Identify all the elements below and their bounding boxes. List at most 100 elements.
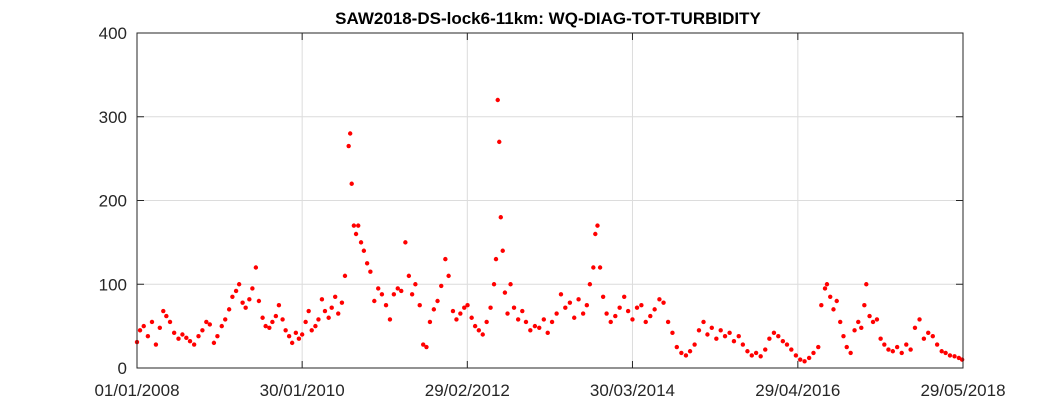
data-point — [399, 288, 404, 294]
y-tick-label: 100 — [99, 275, 127, 294]
data-point — [952, 354, 957, 359]
data-point — [250, 286, 255, 291]
data-point — [593, 231, 598, 237]
data-point — [819, 302, 824, 308]
data-point — [495, 97, 500, 103]
y-tick-label: 0 — [118, 359, 127, 378]
data-point — [439, 283, 444, 289]
data-point — [722, 333, 728, 339]
data-point — [180, 332, 185, 337]
data-point — [299, 332, 305, 337]
data-point — [634, 305, 640, 310]
data-points — [134, 97, 965, 364]
data-point — [844, 344, 849, 350]
data-point — [207, 322, 212, 327]
data-point — [431, 307, 437, 312]
data-point — [342, 273, 348, 279]
data-point — [379, 292, 385, 297]
data-point — [187, 339, 193, 344]
data-point — [462, 305, 467, 310]
data-point — [356, 223, 361, 228]
data-point — [874, 317, 880, 322]
data-point — [630, 317, 635, 322]
data-point — [515, 317, 521, 322]
y-tick-label: 200 — [99, 192, 127, 211]
data-point — [153, 342, 159, 347]
data-point — [758, 354, 763, 359]
x-tick-label: 30/03/2014 — [590, 381, 675, 400]
data-point — [211, 340, 217, 346]
data-point — [714, 336, 719, 341]
data-point — [558, 292, 564, 297]
data-point — [816, 344, 821, 350]
data-point — [767, 336, 772, 341]
data-point — [878, 336, 883, 341]
data-point — [648, 313, 653, 319]
data-point — [145, 333, 151, 339]
data-point — [476, 328, 482, 333]
data-point — [692, 342, 697, 347]
data-point — [368, 269, 373, 274]
data-point — [480, 332, 485, 337]
data-point — [450, 308, 456, 314]
data-point — [240, 300, 245, 305]
data-point — [149, 319, 155, 325]
data-point — [364, 261, 370, 266]
data-point — [921, 336, 927, 341]
data-point — [852, 328, 857, 333]
data-point — [745, 349, 750, 354]
data-point — [233, 288, 239, 294]
data-point — [917, 317, 922, 322]
data-point — [595, 223, 600, 228]
data-point — [263, 323, 268, 329]
data-point — [361, 248, 367, 253]
data-point — [567, 300, 573, 305]
data-point — [912, 325, 918, 330]
data-point — [339, 300, 345, 305]
data-point — [701, 319, 706, 325]
data-point — [576, 297, 581, 302]
data-point — [358, 240, 364, 245]
data-point — [332, 294, 338, 300]
data-point — [319, 297, 325, 302]
data-point — [256, 298, 262, 304]
data-point — [406, 273, 412, 279]
x-tick-label: 29/02/2012 — [425, 381, 510, 400]
data-point — [296, 336, 302, 341]
data-point — [959, 357, 965, 362]
data-point — [674, 344, 679, 350]
data-point — [679, 350, 684, 356]
data-point — [409, 292, 415, 297]
data-point — [303, 319, 308, 325]
data-point — [572, 315, 577, 320]
data-point — [597, 265, 603, 270]
data-point — [313, 323, 318, 329]
data-point — [545, 330, 550, 336]
data-point — [247, 297, 252, 302]
data-point — [236, 282, 242, 287]
data-point — [498, 215, 503, 220]
data-point — [270, 319, 275, 325]
data-point — [184, 335, 189, 341]
data-point — [625, 308, 631, 314]
data-point — [497, 139, 502, 145]
data-point — [862, 302, 867, 308]
data-point — [347, 131, 353, 136]
data-point — [886, 347, 891, 352]
data-point — [806, 355, 812, 361]
data-point — [351, 223, 357, 228]
data-point — [563, 305, 568, 310]
data-point — [789, 347, 794, 352]
data-point — [376, 286, 381, 291]
chart-title: SAW2018-DS-lock6-11km: WQ-DIAG-TOT-TURBI… — [335, 9, 761, 28]
data-point — [391, 292, 397, 297]
data-point — [828, 294, 833, 300]
data-point — [904, 342, 909, 347]
data-point — [493, 256, 499, 262]
x-tick-label: 01/01/2008 — [94, 381, 179, 400]
data-point — [488, 305, 493, 310]
data-point — [811, 350, 816, 356]
data-point — [587, 282, 593, 287]
data-point — [289, 340, 295, 346]
